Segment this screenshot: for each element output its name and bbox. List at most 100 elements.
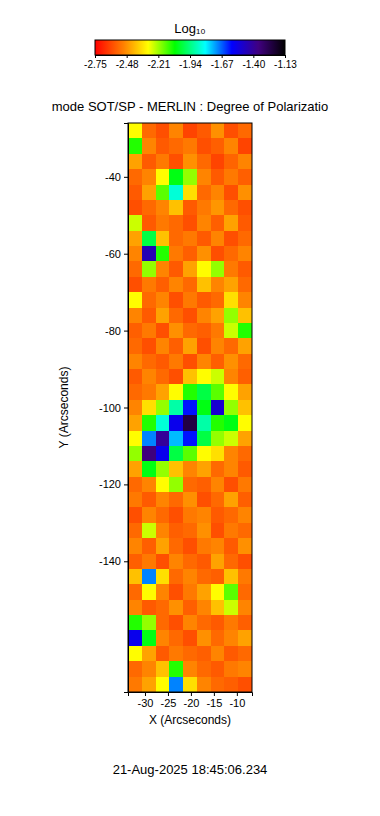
heatmap-cell	[142, 169, 156, 185]
heatmap-cell	[183, 123, 197, 139]
colorbar-title: Log₁₀	[174, 21, 205, 36]
heatmap-cell	[238, 523, 252, 539]
heatmap-cell	[238, 600, 252, 616]
heatmap-cell	[169, 584, 183, 600]
x-tick-mark	[237, 692, 238, 696]
colorbar-tick: -2.21	[147, 55, 170, 70]
heatmap-cell	[128, 431, 142, 447]
heatmap-cell	[169, 323, 183, 339]
colorbar-tick-mark	[190, 55, 191, 58]
heatmap-cell	[183, 630, 197, 646]
heatmap-cell	[224, 584, 238, 600]
heatmap-cell	[169, 384, 183, 400]
heatmap-cell	[238, 354, 252, 370]
x-axis: -30-25-20-15-10	[129, 692, 253, 709]
heatmap-cell	[169, 400, 183, 416]
colorbar-tick-mark	[285, 55, 286, 58]
heatmap-cell	[169, 308, 183, 324]
heatmap-cell	[183, 261, 197, 277]
heatmap-cell	[197, 185, 211, 201]
y-axis-title: Y (Arcseconds)	[57, 367, 71, 449]
heatmap-cell	[238, 615, 252, 631]
heatmap-cell	[224, 384, 238, 400]
heatmap-cell	[169, 369, 183, 385]
heatmap-cell	[238, 384, 252, 400]
heatmap-cell	[183, 292, 197, 308]
heatmap-cell	[183, 461, 197, 477]
y-axis-line	[124, 124, 129, 693]
heatmap-cell	[238, 200, 252, 216]
heatmap-cell	[183, 138, 197, 154]
heatmap-cell	[197, 154, 211, 170]
heatmap-cell	[224, 138, 238, 154]
heatmap-cell	[169, 431, 183, 447]
y-tick-mark	[124, 254, 128, 255]
heatmap-cell	[197, 277, 211, 293]
heatmap-cell	[156, 169, 170, 185]
heatmap-cell	[224, 215, 238, 231]
heatmap-cell	[211, 123, 225, 139]
heatmap-cell	[211, 507, 225, 523]
heatmap-cell	[128, 169, 142, 185]
heatmap-cell	[211, 415, 225, 431]
colorbar-tick: -1.67	[211, 55, 234, 70]
x-tick-label: -30	[138, 697, 154, 709]
heatmap-cell	[142, 123, 156, 139]
heatmap-cell	[197, 677, 211, 692]
heatmap-cell	[183, 431, 197, 447]
heatmap-cell	[197, 384, 211, 400]
y-tick: -100	[99, 402, 128, 414]
heatmap-cell	[238, 154, 252, 170]
heatmap-cell	[211, 492, 225, 508]
heatmap-cell	[238, 538, 252, 554]
heatmap-cell	[224, 600, 238, 616]
heatmap-cell	[197, 615, 211, 631]
y-tick-mark	[124, 484, 128, 485]
heatmap-cell	[197, 461, 211, 477]
heatmap-cell	[142, 231, 156, 247]
heatmap-cell	[211, 569, 225, 585]
heatmap-cell	[224, 169, 238, 185]
heatmap-cell	[128, 231, 142, 247]
heatmap-cell	[169, 169, 183, 185]
x-tick: -30	[138, 692, 154, 709]
heatmap-cell	[142, 507, 156, 523]
heatmap-cell	[169, 185, 183, 201]
heatmap-cell	[142, 615, 156, 631]
heatmap-cell	[156, 400, 170, 416]
heatmap-cell	[169, 292, 183, 308]
heatmap-cell	[169, 138, 183, 154]
heatmap-cell	[142, 584, 156, 600]
heatmap-cell	[197, 584, 211, 600]
heatmap-cell	[197, 415, 211, 431]
heatmap-cell	[211, 308, 225, 324]
heatmap-cell	[156, 538, 170, 554]
heatmap-cell	[128, 338, 142, 354]
y-tick-label: -120	[99, 478, 121, 490]
heatmap-cell	[238, 661, 252, 677]
heatmap-cell	[197, 446, 211, 462]
heatmap-cell	[128, 323, 142, 339]
heatmap-cell	[142, 261, 156, 277]
heatmap-cell	[169, 507, 183, 523]
heatmap-cell	[224, 661, 238, 677]
heatmap-cell	[197, 431, 211, 447]
heatmap-cell	[211, 400, 225, 416]
annotation: 21-Aug-2025 18:45:06.234	[113, 762, 268, 777]
heatmap-cell	[211, 369, 225, 385]
heatmap-cell	[197, 261, 211, 277]
y-tick-label: -100	[99, 402, 121, 414]
heatmap-cell	[142, 354, 156, 370]
colorbar-tick: -1.40	[242, 55, 265, 70]
heatmap-cell	[211, 646, 225, 662]
heatmap-cell	[128, 584, 142, 600]
heatmap-cell	[211, 661, 225, 677]
heatmap-cell	[169, 538, 183, 554]
heatmap-cell	[142, 646, 156, 662]
heatmap-cell	[197, 292, 211, 308]
heatmap-cell	[142, 277, 156, 293]
heatmap-cell	[211, 615, 225, 631]
heatmap-cell	[197, 646, 211, 662]
heatmap-cell	[211, 246, 225, 262]
heatmap-cell	[142, 523, 156, 539]
